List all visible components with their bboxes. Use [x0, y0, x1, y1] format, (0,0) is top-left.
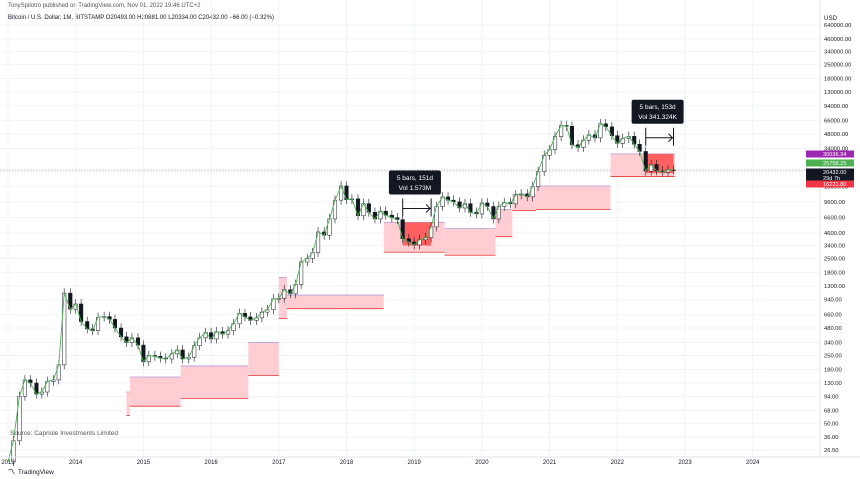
x-tick-label: 2021 [543, 460, 557, 466]
symbol-info-line: Bitcoin / U.S. Dollar, 1M, BITSTAMP O204… [8, 15, 274, 21]
y-tick-label: 1300.00 [824, 284, 845, 290]
y-tick-label: 26.50 [824, 448, 839, 454]
price-tag-marker [806, 159, 820, 167]
y-tick-label: 640000.00 [824, 23, 851, 29]
price-tag-label: 20432.00 [823, 170, 846, 176]
y-tick-label: 460000.00 [824, 37, 851, 43]
y-tick-label: 66000.00 [824, 119, 848, 125]
callout-bars-label: 5 bars, 151d [397, 175, 434, 182]
band-segment [180, 365, 249, 399]
x-tick-label: 2015 [137, 460, 151, 466]
y-tick-label: 660.00 [824, 313, 842, 319]
callout-box [631, 99, 684, 124]
y-tick-label: 340.00 [824, 341, 842, 347]
band-segment [248, 342, 279, 376]
x-tick-label: 2019 [408, 460, 422, 466]
price-tag-bg [820, 150, 854, 158]
x-tick-label: 2020 [475, 460, 489, 466]
y-tick-label: 34000.00 [824, 147, 848, 153]
candle [56, 364, 61, 381]
band-segment [129, 376, 181, 407]
price-tag-label: 25758.25 [823, 161, 846, 167]
y-tick-label: 940.00 [824, 298, 842, 304]
y-tick-label: 180.00 [824, 367, 842, 373]
y-tick-label: 1800.00 [824, 270, 845, 276]
y-tick-label: 250000.00 [824, 63, 851, 69]
publisher-line: TonySpilotro published on TradingView.co… [8, 3, 201, 9]
measure-callouts: 5 bars, 151d Vol 1.573M 5 bars, 153d Vol 34… [388, 99, 684, 217]
price-tag-bg [820, 159, 854, 167]
x-tick-label: 2016 [204, 460, 218, 466]
y-tick-label: 36.00 [824, 435, 839, 441]
y-tick-label: 68.00 [824, 408, 839, 414]
x-tick-label: 2024 [746, 460, 760, 466]
measure-arrow-head [668, 133, 674, 143]
price-tag-bg [820, 174, 854, 182]
price-tag-marker [806, 168, 820, 176]
price-tag-label: 16221.80 [823, 182, 846, 188]
x-tick-label: 2023 [678, 460, 692, 466]
band-segment [536, 185, 611, 210]
price-tag-label: 30036.34 [823, 152, 846, 158]
tradingview-logo-icon: 〽 [8, 469, 15, 476]
x-tick-label: 2022 [611, 460, 625, 466]
band-segment [444, 228, 496, 256]
y-tick-label: 94.00 [824, 395, 839, 401]
callout-box [388, 170, 441, 195]
price-tag-marker [806, 174, 820, 182]
y-tick-label: 4600.00 [824, 231, 845, 237]
y-tick-label: 130.00 [824, 381, 842, 387]
price-tag-label: 29d 7h [823, 176, 840, 182]
y-tick-label: 3400.00 [824, 244, 845, 250]
y-tick-label: 480.00 [824, 326, 842, 332]
y-tick-label: 94000.00 [824, 104, 848, 110]
y-tick-label: 48000.00 [824, 132, 848, 138]
callout-bars-label: 5 bars, 153d [640, 104, 677, 111]
x-tick-label: 2018 [340, 460, 354, 466]
band-segment [512, 194, 537, 211]
measure-arrow-head [425, 204, 431, 213]
price-line [7, 123, 674, 463]
price-tag-marker [806, 180, 820, 188]
callout-volume-label: Vol 1.573M [399, 185, 432, 192]
band-segment [126, 392, 130, 416]
x-tick-label: 2013 [1, 460, 15, 466]
candles [11, 119, 676, 467]
y-tick-label: 250.00 [824, 353, 842, 359]
brand-label: TradingView [18, 468, 54, 476]
callout-volume-label: Vol 341.324K [638, 114, 677, 121]
x-tick-label: 2017 [272, 460, 286, 466]
price-tag-bg [820, 168, 854, 176]
x-tick-label: 2014 [69, 460, 83, 466]
band-segment [286, 295, 384, 309]
source-note: Source: Capriole Investments Limited [10, 430, 119, 437]
x-axis: 2013 2014 2015 2016 2017 2018 2019 2020 2021 2022… [1, 460, 760, 466]
price-tag-marker [806, 150, 820, 158]
candle [316, 231, 321, 253]
y-tick-label: 9600.00 [824, 200, 845, 206]
y-tick-label: 50.00 [824, 421, 839, 427]
y-tick-label: 340000.00 [824, 50, 851, 56]
tradingview-brand[interactable]: 〽 TradingView [8, 467, 54, 477]
price-series-line [7, 123, 674, 463]
y-axis-title: USD [824, 15, 838, 22]
y-tick-label: 180000.00 [824, 76, 851, 82]
y-tick-label: 6600.00 [824, 216, 845, 222]
candle [62, 292, 67, 366]
y-tick-label: 130000.00 [824, 90, 851, 96]
price-tag-bg [820, 180, 854, 188]
y-tick-label: 2500.00 [824, 257, 845, 263]
